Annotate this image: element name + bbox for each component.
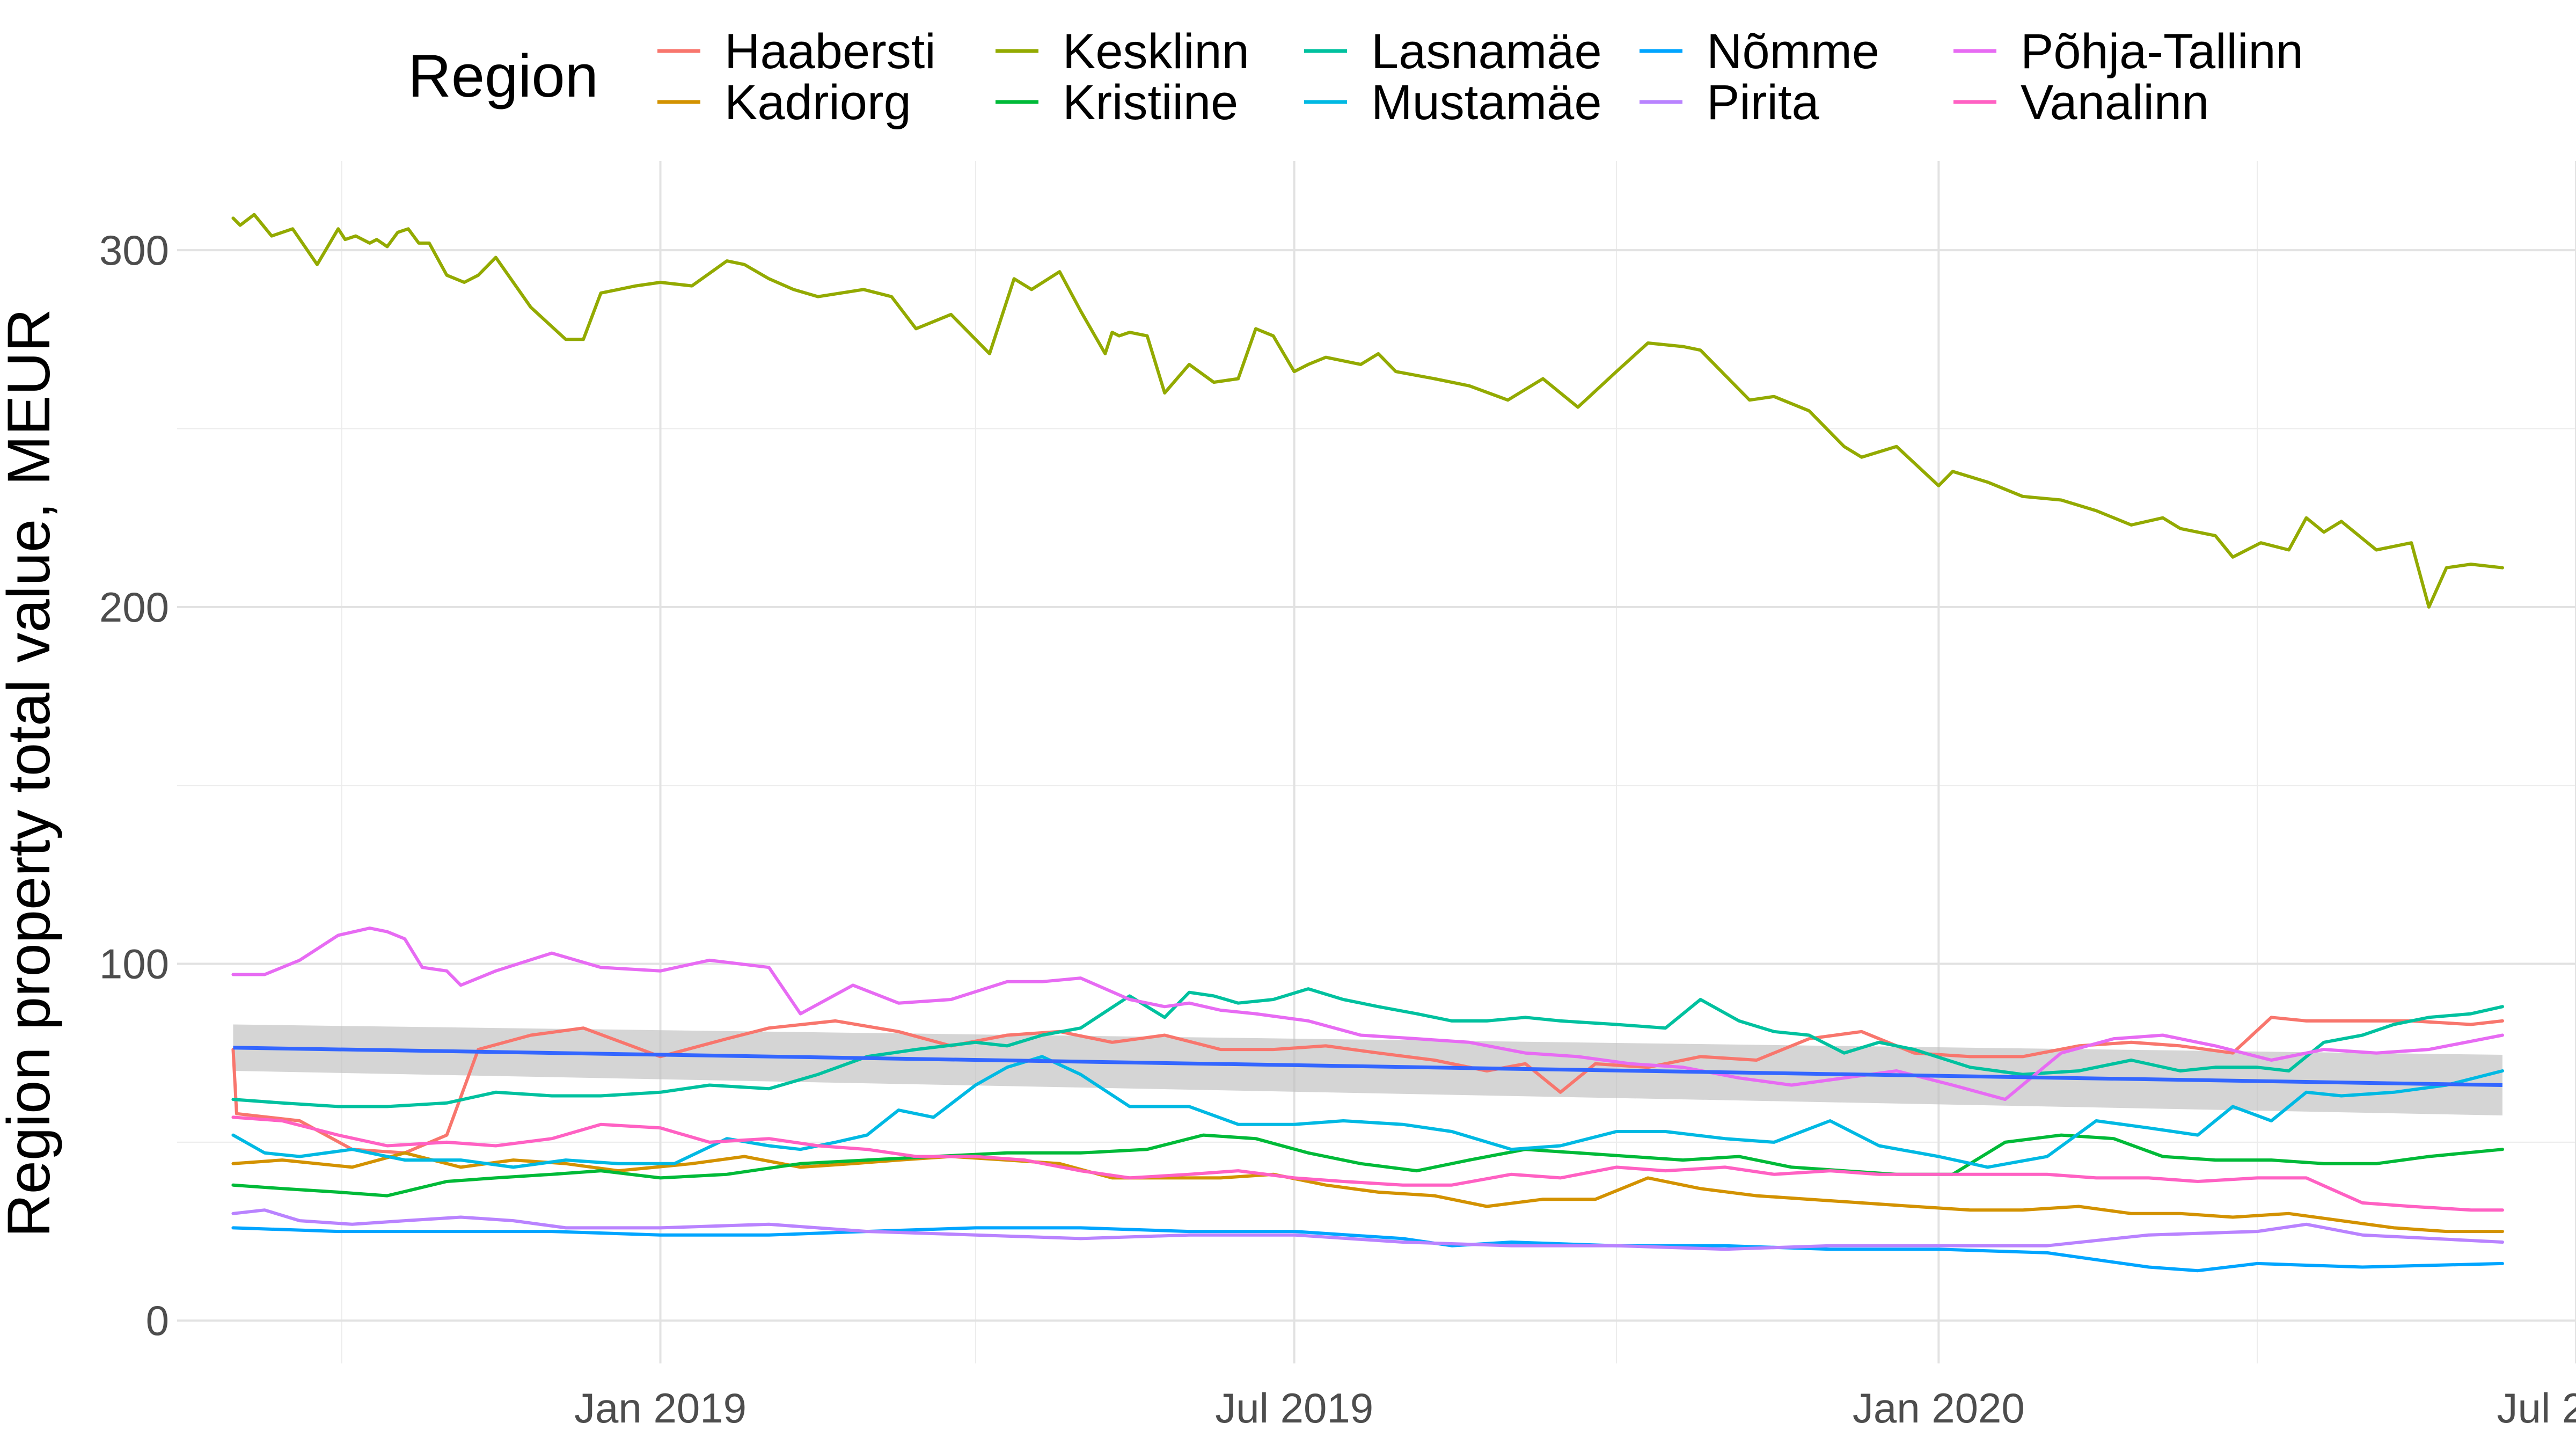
series-line-haabersti — [231, 1016, 2504, 1155]
y-tick-label: 100 — [99, 940, 169, 988]
legend-label-pirita: Pirita — [1707, 75, 1819, 130]
series-line-kadriorg — [231, 1151, 2504, 1234]
legend-label-mustamäe: Mustamäe — [1371, 75, 1602, 130]
legend-label-lasnamäe: Lasnamäe — [1371, 24, 1602, 79]
y-tick-label: 300 — [99, 227, 169, 274]
series-line-pirita — [231, 1208, 2504, 1251]
trend-line — [233, 1046, 2503, 1088]
trend-confidence-band — [233, 1024, 2502, 1116]
trend-layer — [233, 1046, 2503, 1088]
series-layer — [231, 213, 2504, 1273]
series-line-kesklinn — [231, 213, 2504, 609]
x-tick-label: Jan 2019 — [574, 1384, 747, 1432]
grid — [177, 161, 2576, 1363]
axes: Jan 2019 Jul 2019 Jan 2020 Jul 2020 0 100 200 3… — [99, 227, 2576, 1432]
legend-label-nõmme: Nõmme — [1707, 24, 1879, 79]
legend-label-haabersti: Haabersti — [724, 24, 936, 79]
series-line-lasnamäe — [231, 987, 2504, 1108]
series-line-vanalinn — [231, 1115, 2504, 1212]
legend-title: Region — [408, 42, 598, 110]
x-tick-label: Jul 2019 — [1215, 1384, 1373, 1432]
legend-label-põhja-tallinn: Põhja-Tallinn — [2021, 24, 2303, 79]
series-line-kristiine — [231, 1133, 2504, 1198]
y-axis-title: Region property total value, MEUR — [0, 309, 62, 1238]
x-tick-label: Jul 2020 — [2497, 1384, 2576, 1432]
y-tick-label: 0 — [146, 1297, 169, 1344]
legend-label-vanalinn: Vanalinn — [2021, 75, 2209, 130]
x-tick-label: Jan 2020 — [1853, 1384, 2025, 1432]
series-line-mustamäe — [231, 1055, 2504, 1169]
y-tick-label: 200 — [99, 583, 169, 631]
legend-label-kesklinn: Kesklinn — [1063, 24, 1249, 79]
legend-label-kristiine: Kristiine — [1063, 75, 1238, 130]
legend-label-kadriorg: Kadriorg — [724, 75, 911, 130]
trend-band-layer — [233, 1024, 2502, 1116]
